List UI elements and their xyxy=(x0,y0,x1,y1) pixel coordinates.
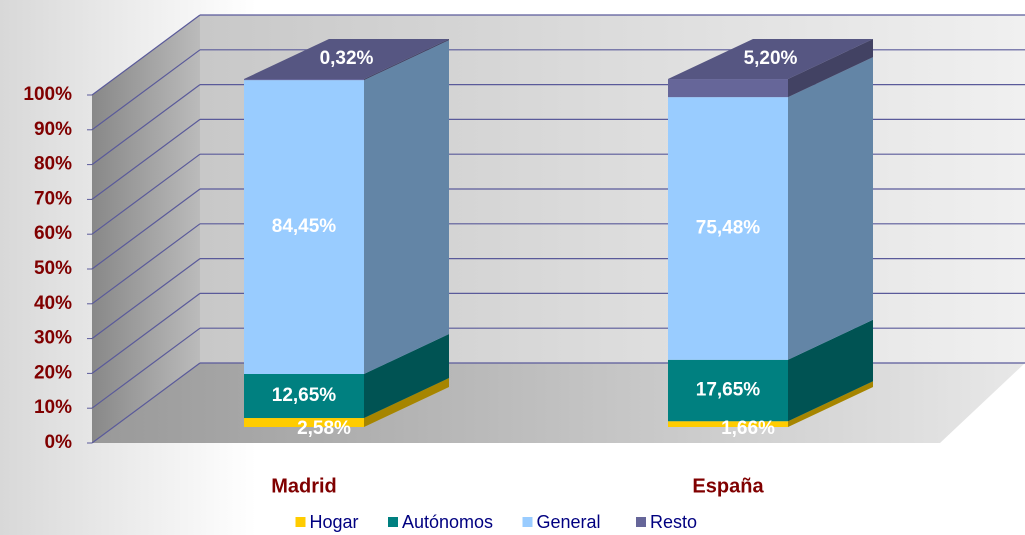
y-tick-label: 60% xyxy=(34,223,72,244)
value-label: 2,58% xyxy=(297,418,351,439)
bar-side xyxy=(364,39,449,81)
bar-side-shade xyxy=(364,378,449,427)
legend-swatch xyxy=(636,517,646,527)
bar-side-shade xyxy=(788,381,873,427)
bar-segment xyxy=(668,421,788,427)
bar-side xyxy=(364,378,449,427)
grid-line xyxy=(91,292,201,374)
x-tick-label: España xyxy=(692,475,764,497)
bar-side-shade xyxy=(364,333,449,419)
bar-segment xyxy=(668,359,788,422)
y-tick-label: 30% xyxy=(34,328,72,349)
grid-line xyxy=(91,188,201,270)
bar-segment xyxy=(668,97,788,360)
value-label: 17,65% xyxy=(696,380,761,401)
grid-line xyxy=(91,49,201,131)
legend-label: General xyxy=(537,512,601,532)
bar-side xyxy=(364,333,449,419)
y-tick-label: 40% xyxy=(34,293,72,314)
bar-side-shade xyxy=(788,319,873,422)
bar-segment xyxy=(244,418,364,427)
bar-segment xyxy=(244,80,364,374)
legend-swatch xyxy=(388,517,398,527)
bar-side xyxy=(788,319,873,422)
y-tick-label: 90% xyxy=(34,119,72,140)
y-tick-label: 100% xyxy=(23,84,72,105)
value-label: 84,45% xyxy=(272,216,337,237)
bar-side-shade xyxy=(788,39,873,98)
bar-side xyxy=(788,57,873,360)
bar-side-shade xyxy=(788,57,873,360)
bar-segment xyxy=(244,79,364,81)
floor xyxy=(92,363,1025,443)
x-tick-label: Madrid xyxy=(271,475,337,497)
grid-line xyxy=(91,327,201,409)
bar-top-shade xyxy=(668,39,873,80)
bar-side xyxy=(788,39,873,98)
bar-top-shade xyxy=(244,39,449,79)
grid-line xyxy=(91,14,201,96)
legend-label: Resto xyxy=(650,512,697,532)
legend-label: Hogar xyxy=(310,512,359,532)
value-label: 12,65% xyxy=(272,385,337,406)
bar-top xyxy=(244,39,449,79)
bar-side-shade xyxy=(364,40,449,374)
grid-line xyxy=(91,362,201,444)
grid-line xyxy=(91,84,201,166)
value-label: 75,48% xyxy=(696,217,761,238)
legend-label: Autónomos xyxy=(402,512,493,532)
bar-top xyxy=(668,39,873,80)
legend-swatch xyxy=(522,517,533,527)
bar-side-shade xyxy=(364,39,449,81)
value-label: 5,20% xyxy=(744,48,798,69)
grid-line xyxy=(91,118,201,200)
y-tick-label: 0% xyxy=(45,432,73,453)
y-tick-label: 20% xyxy=(34,362,72,383)
y-tick-label: 10% xyxy=(34,397,72,418)
legend-swatch xyxy=(295,517,306,527)
grid-line xyxy=(91,153,201,235)
y-tick-label: 50% xyxy=(34,258,72,279)
grid-line xyxy=(91,258,201,340)
y-tick-label: 70% xyxy=(34,188,72,209)
grid-line xyxy=(91,223,201,305)
bar-side xyxy=(364,40,449,374)
bar-segment xyxy=(668,79,788,98)
y-tick-label: 80% xyxy=(34,154,72,175)
bar-side xyxy=(788,381,873,427)
value-label: 1,66% xyxy=(721,418,775,439)
bar-segment xyxy=(244,373,364,419)
value-label: 0,32% xyxy=(320,48,374,69)
